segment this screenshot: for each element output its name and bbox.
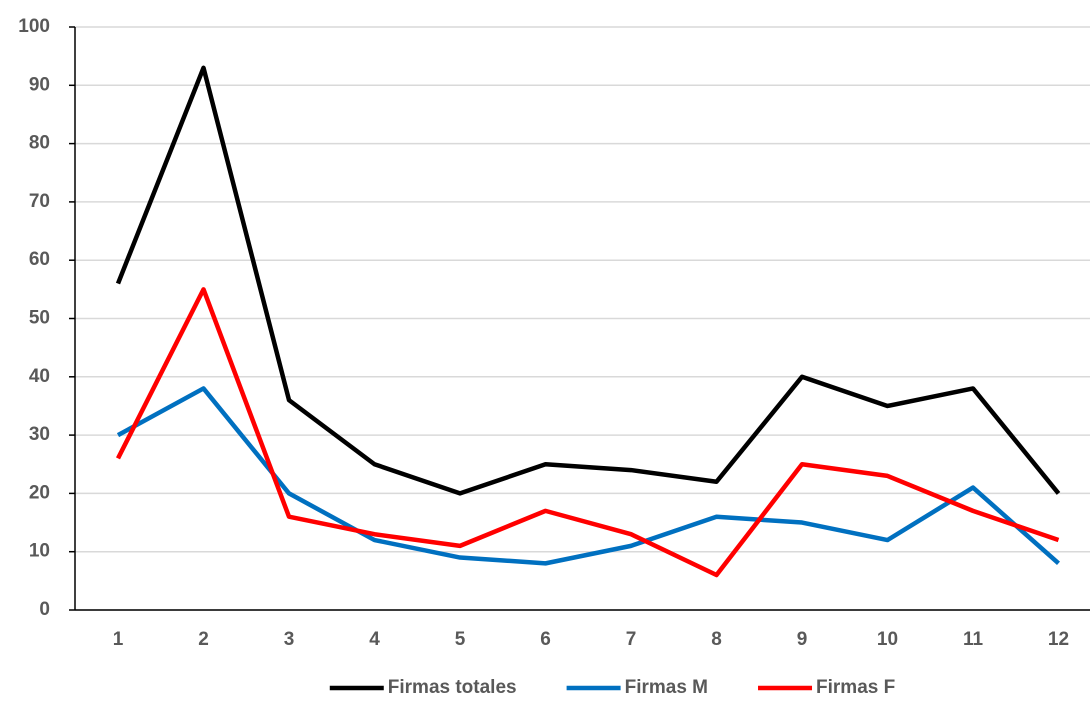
x-tick-label: 2 — [198, 629, 209, 650]
y-tick-label: 80 — [29, 133, 50, 154]
y-tick-label: 60 — [29, 249, 50, 270]
legend-label: Firmas F — [816, 677, 895, 698]
x-tick-label: 6 — [540, 629, 551, 650]
x-tick-label: 10 — [877, 629, 898, 650]
y-tick-label: 70 — [29, 191, 50, 212]
y-tick-label: 0 — [39, 599, 50, 620]
legend-label: Firmas M — [625, 677, 708, 698]
y-tick-label: 50 — [29, 308, 50, 329]
x-tick-label: 4 — [369, 629, 380, 650]
x-tick-label: 12 — [1048, 629, 1069, 650]
y-tick-label: 10 — [29, 541, 50, 562]
y-tick-label: 90 — [29, 74, 50, 95]
x-tick-label: 5 — [455, 629, 466, 650]
y-tick-label: 40 — [29, 366, 50, 387]
series-line — [115, 65, 1061, 496]
x-tick-label: 3 — [284, 629, 295, 650]
x-tick-label: 9 — [797, 629, 808, 650]
legend-label: Firmas totales — [388, 677, 517, 698]
series-line — [115, 287, 1060, 578]
y-tick-label: 20 — [29, 482, 50, 503]
x-tick-label: 7 — [626, 629, 637, 650]
x-tick-label: 11 — [963, 629, 984, 650]
y-tick-label: 100 — [18, 16, 50, 37]
x-tick-label: 1 — [113, 629, 124, 650]
x-tick-label: 8 — [711, 629, 722, 650]
series-line — [116, 386, 1060, 566]
y-tick-label: 30 — [29, 424, 50, 445]
